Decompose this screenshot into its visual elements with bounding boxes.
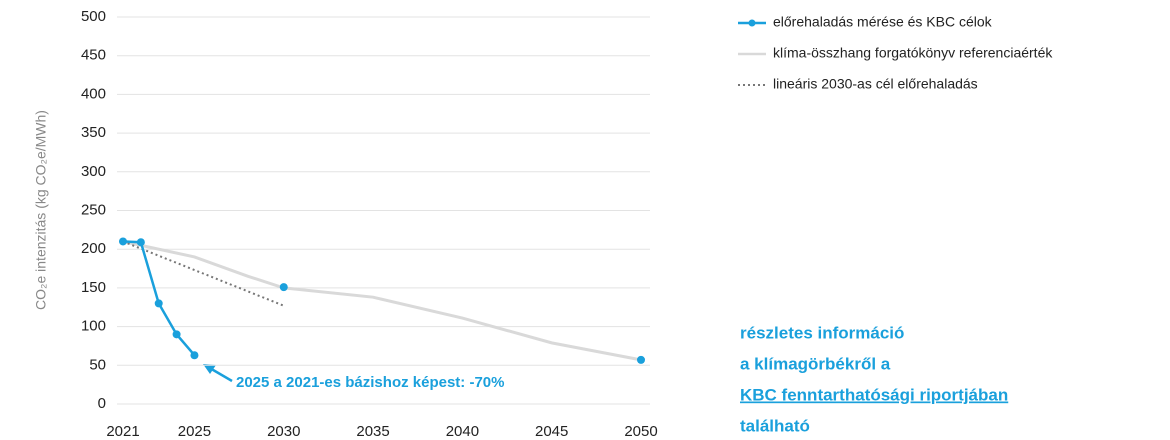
x-tick-label: 2045 xyxy=(535,423,568,440)
y-axis-label: CO₂e intenzitás (kg CO₂e/MWh) xyxy=(33,110,49,310)
legend-marker xyxy=(748,19,756,27)
y-tick-label: 500 xyxy=(81,8,106,25)
data-point xyxy=(190,351,199,360)
y-tick-label: 400 xyxy=(81,85,106,102)
y-tick-label: 0 xyxy=(98,395,106,412)
data-point xyxy=(154,299,163,308)
data-point xyxy=(637,355,645,364)
info-text: a klímagörbékről a xyxy=(740,354,891,373)
data-point xyxy=(136,238,145,247)
info-link[interactable]: KBC fenntarthatósági riportjában xyxy=(740,385,1008,404)
y-tick-label: 150 xyxy=(81,279,106,296)
x-tick-label: 2040 xyxy=(446,423,479,440)
x-tick-label: 2021 xyxy=(106,423,139,440)
data-point xyxy=(172,330,181,339)
y-tick-label: 250 xyxy=(81,201,106,218)
legend-label: lineáris 2030-as cél előrehaladás xyxy=(773,76,978,92)
series-line xyxy=(122,240,285,307)
y-tick-label: 450 xyxy=(81,47,106,64)
y-tick-label: 200 xyxy=(81,240,106,257)
data-point xyxy=(119,237,127,246)
x-tick-label: 2025 xyxy=(178,423,211,440)
annotation-arrowhead xyxy=(203,364,216,374)
y-tick-label: 100 xyxy=(81,318,106,335)
y-tick-label: 300 xyxy=(81,163,106,180)
y-tick-label: 350 xyxy=(81,124,106,141)
series-line xyxy=(122,239,642,362)
data-point xyxy=(279,283,288,292)
x-tick-label: 2030 xyxy=(267,423,300,440)
info-text: található xyxy=(740,416,810,435)
legend-label: klíma-összhang forgatókönyv referenciaér… xyxy=(773,45,1053,61)
legend-label: előrehaladás mérése és KBC célok xyxy=(773,14,993,30)
y-tick-label: 50 xyxy=(89,356,106,373)
x-tick-label: 2050 xyxy=(624,423,657,440)
x-tick-label: 2035 xyxy=(356,423,389,440)
info-text: részletes információ xyxy=(740,323,904,342)
annotation: 2025 a 2021-es bázishoz képest: -70% xyxy=(236,374,504,391)
